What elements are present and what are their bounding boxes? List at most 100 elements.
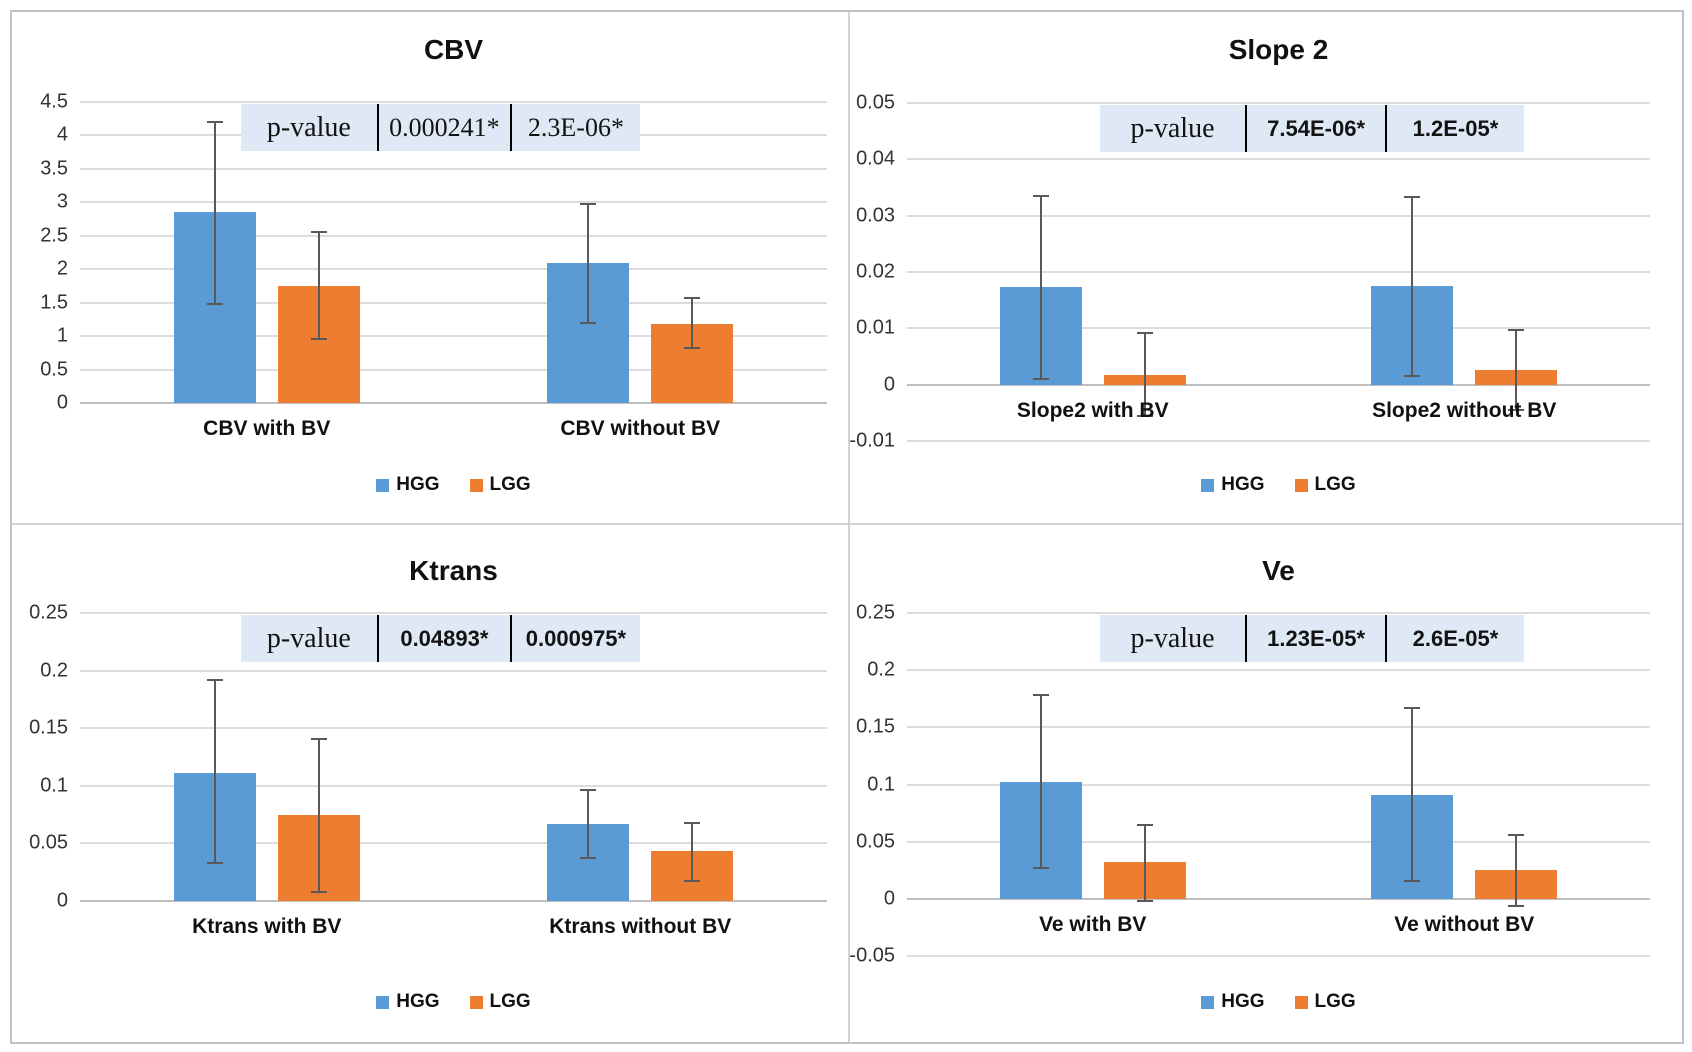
figure-grid: CBV 0 0.5 1 1.5 2 2.5 3 3.5 4 4.5 CBV with BV CBV wi… [10, 10, 1684, 1044]
error-bar-cap [684, 880, 701, 883]
pvalue-label-cell: p-value [1130, 622, 1215, 654]
y-axis-tick-label: 0.01 [856, 316, 895, 339]
category-label: Ktrans with BV [192, 915, 342, 938]
legend-label: LGG [489, 474, 531, 495]
chart-panel-ve: Ve -0.05 0 0.05 0.1 0.15 0.2 0.25 Ve with BV Ve w… [850, 525, 1682, 1042]
error-bar [691, 822, 694, 882]
legend-item-hgg: HGG [376, 991, 440, 1013]
legend-label: LGG [489, 991, 531, 1012]
legend-item-hgg: HGG [1201, 991, 1265, 1013]
pvalue-cell-without-bv: 2.6E-05* [1385, 615, 1523, 662]
category-label: CBV without BV [560, 417, 721, 440]
chart-panel-ktrans: Ktrans 0 0.05 0.1 0.15 0.2 0.25 Ktrans with BV K… [12, 525, 850, 1042]
legend: HGG LGG [80, 474, 827, 496]
legend-label: HGG [1221, 991, 1265, 1012]
pvalue-cell-without-bv: 1.2E-05* [1385, 105, 1523, 152]
pvalue-table: p-value 1.23E-05* 2.6E-05* [1100, 615, 1524, 662]
error-bar-cap [1032, 194, 1049, 197]
y-axis-tick-label: 3 [56, 190, 68, 213]
y-axis-tick-label: -0.01 [850, 429, 895, 452]
error-bar-cap [580, 857, 597, 860]
error-bar-cap [1508, 833, 1525, 836]
gridline [80, 842, 827, 845]
error-bar-cap [206, 678, 223, 681]
legend-item-lgg: LGG [469, 474, 531, 496]
y-axis-tick-label: 1 [56, 324, 68, 347]
gridline [907, 783, 1650, 786]
error-bar [1039, 195, 1042, 380]
pvalue-table: p-value 0.000241* 2.3E-06* [240, 104, 641, 151]
error-bar-cap [1508, 409, 1525, 412]
chart-panel-slope2: Slope 2 -0.01 0 0.01 0.02 0.03 0.04 0.05 Slope2 … [850, 12, 1682, 525]
y-axis-tick-label: 0.05 [856, 830, 895, 853]
y-axis-tick-label: 0.05 [29, 831, 68, 854]
error-bar-cap [684, 347, 701, 350]
y-axis-tick-label: 0.15 [856, 715, 895, 738]
y-axis-tick-label: 0 [56, 889, 68, 912]
chart-panel-cbv: CBV 0 0.5 1 1.5 2 2.5 3 3.5 4 4.5 CBV with BV CBV wi… [12, 12, 850, 525]
error-bar-cap [310, 231, 327, 234]
gridline [907, 214, 1650, 217]
legend-swatch-lgg [1294, 995, 1308, 1009]
error-bar-cap [1508, 329, 1525, 332]
pvalue-cell-with-bv: 1.23E-05* [1244, 615, 1385, 662]
error-bar-cap [580, 321, 597, 324]
error-bar-cap [1032, 694, 1049, 697]
pvalue-label-cell: p-value [1130, 112, 1215, 144]
pvalue-table: p-value 0.04893* 0.000975* [240, 615, 641, 662]
error-bar-cap [206, 303, 223, 305]
y-axis-tick-label: 0.05 [856, 91, 895, 114]
y-axis-tick-label: 0.5 [40, 358, 68, 381]
y-axis-tick-label: 0 [56, 391, 68, 414]
gridline [80, 335, 827, 338]
chart-title: Ktrans [409, 555, 498, 586]
legend-label: LGG [1314, 991, 1356, 1012]
x-axis-line [80, 900, 827, 902]
error-bar [1143, 824, 1146, 902]
legend-swatch-lgg [1294, 478, 1308, 492]
error-bar-cap [1136, 331, 1153, 334]
gridline [907, 612, 1650, 614]
error-bar-cap [206, 861, 223, 864]
error-bar [587, 790, 590, 859]
category-label: Slope2 with BV [1016, 398, 1169, 422]
gridline [80, 669, 827, 672]
y-axis-tick-label: 0.25 [29, 601, 68, 624]
gridline [80, 268, 827, 271]
legend: HGG LGG [907, 474, 1650, 496]
pvalue-label-cell: p-value [266, 622, 351, 654]
y-axis-tick-label: 0.2 [40, 659, 68, 682]
error-bar-cap [1404, 706, 1421, 709]
error-bar [1515, 330, 1518, 410]
legend: HGG LGG [907, 991, 1650, 1013]
pvalue-label-cell: p-value [266, 111, 351, 143]
chart-title: Ve [1262, 555, 1295, 586]
error-bar-cap [1136, 900, 1153, 903]
y-axis-tick-label: 4 [56, 123, 68, 146]
error-bar-cap [1404, 879, 1421, 882]
legend-item-hgg: HGG [1201, 474, 1265, 496]
error-bar-cap [310, 337, 327, 340]
gridline [907, 271, 1650, 273]
legend-swatch-hgg [376, 478, 390, 492]
category-label: Ktrans without BV [549, 915, 732, 938]
error-bar [1411, 197, 1414, 377]
y-axis-tick-label: 0.1 [867, 773, 895, 795]
error-bar [587, 203, 590, 323]
pvalue-table: p-value 7.54E-06* 1.2E-05* [1100, 105, 1524, 152]
error-bar-cap [1032, 866, 1049, 869]
error-bar-cap [1136, 414, 1153, 417]
category-label: Ve without BV [1394, 912, 1535, 936]
error-bar-cap [206, 121, 223, 124]
gridline [907, 669, 1650, 672]
error-bar-cap [310, 737, 327, 740]
legend-item-hgg: HGG [376, 474, 440, 496]
error-bar-cap [580, 202, 597, 205]
legend-item-lgg: LGG [1294, 991, 1356, 1013]
legend-label: HGG [396, 991, 440, 1012]
gridline [80, 368, 827, 371]
gridline [907, 840, 1650, 843]
gridline [907, 102, 1650, 104]
error-bar [317, 738, 320, 892]
error-bar [317, 232, 320, 339]
